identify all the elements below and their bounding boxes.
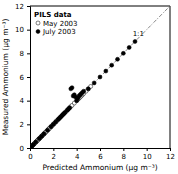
y-tick-label: 10: [15, 26, 24, 34]
point: [34, 140, 38, 144]
point: [46, 128, 50, 132]
point: [127, 45, 131, 49]
legend-item: July 2003: [36, 28, 76, 36]
x-tick-label: 12: [166, 153, 175, 161]
x-tick-mark: [147, 148, 148, 151]
y-tick: 6: [20, 74, 30, 82]
point: [110, 63, 114, 67]
x-tick-mark: [100, 148, 101, 151]
y-axis-line: [27, 7, 31, 149]
y-tick: 4: [20, 97, 30, 105]
point: [86, 87, 90, 91]
x-tick-mark: [53, 148, 54, 151]
point: [82, 89, 86, 93]
y-axis-title: Measured Ammonium (μg m⁻³): [1, 19, 10, 136]
series: [30, 84, 93, 148]
annotation: 1:1: [133, 30, 144, 38]
reference-line: [30, 6, 170, 148]
x-tick: 12: [166, 148, 175, 161]
point: [98, 75, 102, 79]
y-tick-label: 6: [20, 74, 25, 82]
point: [34, 140, 38, 144]
x-tick-label: 6: [98, 153, 103, 161]
point: [116, 57, 120, 61]
point: [68, 106, 72, 110]
x-tick: 0: [28, 148, 32, 161]
point: [46, 128, 50, 132]
y-tick: 10: [15, 26, 30, 34]
y-tick-mark: [27, 6, 30, 7]
x-tick-label: 8: [122, 153, 126, 161]
point: [86, 87, 90, 91]
marks: [30, 6, 170, 148]
plot: 0 2 4 6 8 10 12 0 2 4 6 8 10 12 1:1 PILS dataMay 2003Ju…: [15, 3, 175, 161]
y-tick-mark: [27, 101, 30, 102]
x-axis-line: [31, 149, 171, 152]
x-tick: 4: [75, 148, 80, 161]
x-axis-title: Predicted Ammonium (μg m⁻³): [42, 163, 157, 172]
legend-item: May 2003: [36, 20, 78, 28]
x-tick-mark: [170, 148, 171, 151]
x-tick-mark: [123, 148, 124, 151]
legend: PILS dataMay 2003July 2003: [34, 11, 78, 36]
y-tick-mark: [27, 124, 30, 125]
y-tick-label: 8: [20, 50, 24, 58]
point: [133, 40, 137, 44]
y-tick-label: 4: [20, 97, 25, 105]
legend-symbol: [36, 21, 40, 25]
x-tick: 8: [122, 148, 126, 161]
point: [121, 51, 125, 55]
y-tick-label: 0: [20, 145, 24, 153]
y-tick: 2: [20, 121, 30, 129]
x-tick: 6: [98, 148, 103, 161]
series: [30, 40, 137, 149]
y-tick: 12: [15, 3, 30, 11]
x-tick: 2: [52, 148, 56, 161]
y-tick-mark: [27, 148, 30, 149]
y-tick: 0: [20, 145, 30, 153]
x-axis: 0 2 4 6 8 10 12: [28, 148, 175, 161]
chart: 0 2 4 6 8 10 12 0 2 4 6 8 10 12 1:1 PILS dataMay 2003Ju…: [0, 0, 178, 174]
y-tick: 8: [20, 50, 30, 58]
point: [31, 143, 35, 147]
point: [104, 69, 108, 73]
legend-symbol: [36, 30, 40, 34]
y-axis: 0 2 4 6 8 10 12: [15, 3, 30, 153]
x-tick-label: 2: [52, 153, 56, 161]
y-tick-mark: [27, 53, 30, 54]
legend-label: July 2003: [42, 28, 76, 36]
x-tick: 10: [143, 148, 152, 161]
x-tick-mark: [77, 148, 78, 151]
y-tick-mark: [27, 30, 30, 31]
point: [92, 81, 96, 85]
point: [70, 86, 74, 90]
x-tick-label: 10: [143, 153, 152, 161]
x-tick-label: 4: [75, 153, 80, 161]
y-tick-label: 12: [15, 3, 24, 11]
y-tick-label: 2: [20, 121, 24, 129]
frame: [170, 6, 171, 148]
y-tick-mark: [27, 77, 30, 78]
legend-title: PILS data: [34, 11, 72, 19]
frame: [30, 6, 170, 7]
point: [42, 132, 46, 136]
point: [68, 106, 72, 110]
legend-label: May 2003: [43, 20, 78, 28]
x-tick-label: 0: [28, 153, 32, 161]
point: [42, 132, 46, 136]
